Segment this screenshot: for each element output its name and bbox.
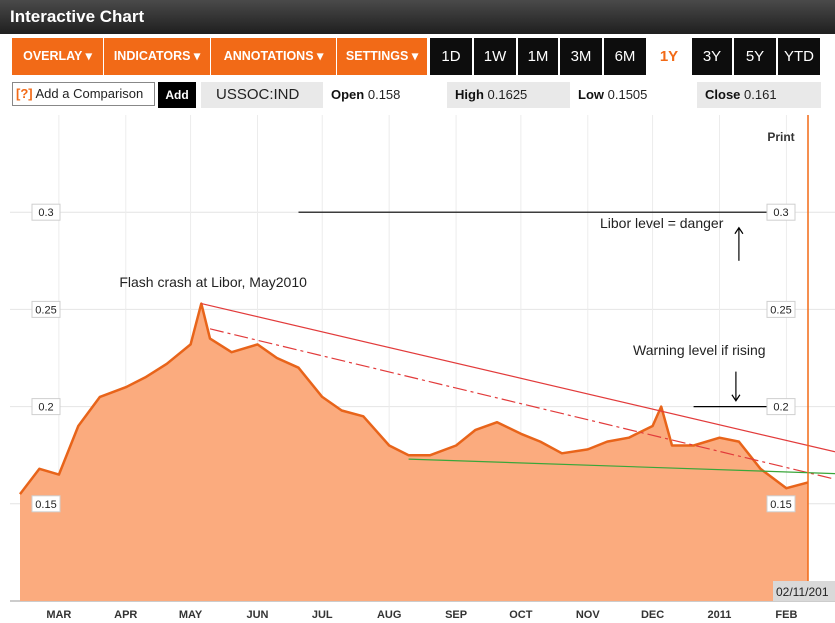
x-tick-label-FEB: FEB <box>775 609 797 621</box>
overlay-menu-button[interactable]: OVERLAY ▾ <box>12 38 104 75</box>
range-1w-button[interactable]: 1W <box>474 38 516 75</box>
y-tick-box-left-0.15 <box>31 495 61 513</box>
open-label: Open <box>331 87 365 102</box>
low-value: Low 0.1505 <box>570 82 694 108</box>
x-tick-label-2011: 2011 <box>708 609 732 621</box>
close-number: 0.161 <box>744 87 777 102</box>
range-3m-button[interactable]: 3M <box>560 38 602 75</box>
comparison-placeholder: Add a Comparison <box>35 86 144 101</box>
y-tick-box-left-0.3 <box>31 203 61 221</box>
x-tick-label-JUN: JUN <box>246 609 268 621</box>
x-tick-label-MAY: MAY <box>179 609 203 621</box>
y-tick-box-left-0.25 <box>31 300 61 318</box>
range-5y-button[interactable]: 5Y <box>734 38 776 75</box>
comparison-input[interactable]: [?] Add a Comparison <box>12 82 155 106</box>
symbol-label: USSOC:IND <box>201 82 323 108</box>
trendline-1 <box>209 328 835 480</box>
y-tick-box-right-0.3 <box>766 203 796 221</box>
close-value: Close 0.161 <box>697 82 821 108</box>
print-link[interactable]: Print <box>767 130 794 144</box>
window-title: Interactive Chart <box>0 0 835 34</box>
annotation-1: Libor level = danger <box>600 215 724 231</box>
x-tick-label-MAR: MAR <box>46 609 71 621</box>
trendline-0 <box>201 302 835 453</box>
range-1d-button[interactable]: 1D <box>430 38 472 75</box>
x-tick-label-OCT: OCT <box>509 609 533 621</box>
x-tick-label-JUL: JUL <box>312 609 333 621</box>
date-badge: 02/11/201 <box>776 585 829 599</box>
annotation-2: Warning level if rising <box>633 342 766 358</box>
open-number: 0.158 <box>367 87 401 102</box>
x-axis-labels: MAR APR MAY JUN JUL AUG SEP OCT NOV DEC 2011 FEB <box>46 609 797 621</box>
low-number: 0.1505 <box>607 87 648 102</box>
danger-arrow-head <box>734 226 744 235</box>
low-label: Low <box>578 87 604 102</box>
y-tick-box-left-0.2 <box>31 398 61 416</box>
indicators-menu-button[interactable]: INDICATORS ▾ <box>104 38 211 75</box>
toolbar: OVERLAY ▾ INDICATORS ▾ ANNOTATIONS ▾ SET… <box>0 38 835 76</box>
y-tick-box-right-0.2 <box>766 398 796 416</box>
open-value: Open 0.158 <box>323 82 443 108</box>
warning-arrow-head <box>731 394 741 402</box>
close-label: Close <box>705 87 741 102</box>
y-tick-label-right-0.3: 0.3 <box>773 207 788 219</box>
y-tick-label-left-0.15: 0.15 <box>35 499 56 511</box>
x-tick-label-NOV: NOV <box>576 609 601 621</box>
trendline-2 <box>408 458 835 475</box>
date-badge-background <box>773 581 835 601</box>
high-label: High <box>455 87 484 102</box>
series-area-fill <box>20 303 808 601</box>
high-value: High 0.1625 <box>447 82 570 108</box>
y-tick-label-right-0.25: 0.25 <box>770 304 791 316</box>
y-axis-labels: 0.3 0.3 0.25 0.25 0.2 0.2 0.15 0.15 <box>31 203 796 513</box>
price-chart[interactable]: 0.3 0.3 0.25 0.25 0.2 0.2 0.15 0.15 MAR APR MAY JU… <box>0 115 835 623</box>
add-comparison-button[interactable]: Add <box>158 82 196 108</box>
annotations: Flash crash at Libor, May2010 Libor level… <box>119 215 765 358</box>
high-number: 0.1625 <box>487 87 528 102</box>
annotation-0: Flash crash at Libor, May2010 <box>119 274 307 290</box>
range-1m-button[interactable]: 1M <box>518 38 558 75</box>
help-link[interactable]: [?] <box>16 86 33 101</box>
x-tick-label-AUG: AUG <box>377 609 401 621</box>
range-1y-button[interactable]: 1Y <box>648 38 690 75</box>
price-area <box>19 302 809 601</box>
y-tick-label-right-0.15: 0.15 <box>770 499 791 511</box>
y-tick-box-right-0.15 <box>766 495 796 513</box>
quote-bar: [?] Add a Comparison Add USSOC:IND Open … <box>0 80 835 112</box>
y-tick-box-right-0.25 <box>766 300 796 318</box>
y-tick-label-left-0.25: 0.25 <box>35 304 56 316</box>
x-tick-label-DEC: DEC <box>641 609 664 621</box>
range-ytd-button[interactable]: YTD <box>778 38 820 75</box>
x-tick-label-APR: APR <box>114 609 137 621</box>
x-tick-label-SEP: SEP <box>445 609 467 621</box>
range-6m-button[interactable]: 6M <box>604 38 646 75</box>
trendlines <box>201 211 835 480</box>
settings-menu-button[interactable]: SETTINGS ▾ <box>337 38 428 75</box>
y-tick-label-left-0.3: 0.3 <box>38 207 53 219</box>
annotations-menu-button[interactable]: ANNOTATIONS ▾ <box>211 38 337 75</box>
range-3y-button[interactable]: 3Y <box>692 38 732 75</box>
y-tick-label-right-0.2: 0.2 <box>773 402 788 414</box>
y-tick-label-left-0.2: 0.2 <box>38 402 53 414</box>
